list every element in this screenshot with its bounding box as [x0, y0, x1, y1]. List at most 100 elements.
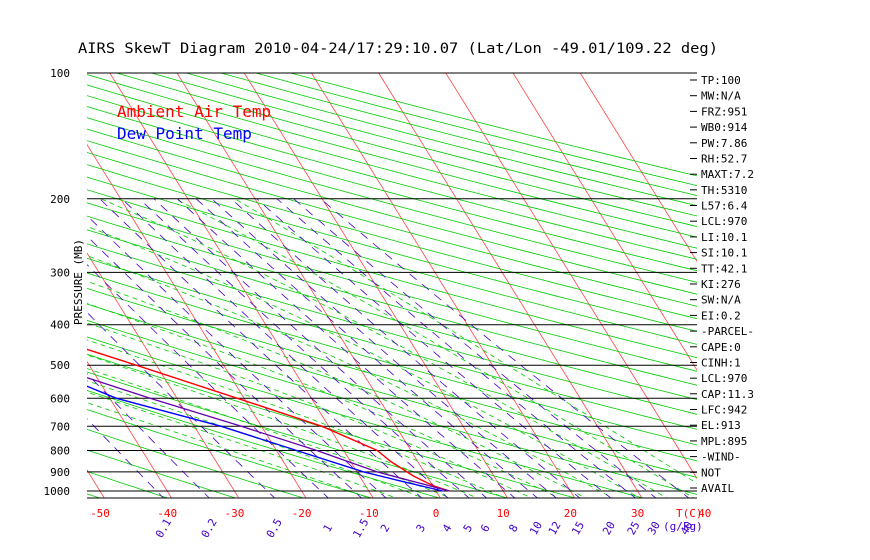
dry-adiabat-line: [87, 287, 697, 462]
dry-adiabat-line: [87, 428, 305, 498]
bottom-temp-tick-label: -20: [292, 507, 312, 520]
isotherm-line: [445, 73, 697, 480]
mixing-ratio-line: [153, 198, 488, 498]
bottom-temp-tick-label: -40: [157, 507, 177, 520]
mixing-ratio-line: [320, 198, 690, 498]
dry-adiabat-line: [87, 84, 697, 249]
mixing-ratio-tick-label: 5: [461, 522, 476, 534]
moist-adiabat-line: [87, 391, 398, 498]
mixing-ratio-tick-label: 15: [569, 519, 587, 537]
index-entry: MPL:895: [701, 435, 747, 448]
dry-adiabat-line: [87, 257, 697, 430]
mixing-ratio-line: [211, 198, 557, 498]
index-entry: LFC:942: [701, 404, 747, 417]
bottom-temp-tick-label: -10: [359, 507, 379, 520]
dry-adiabat-line: [87, 140, 697, 307]
bottom-temp-tick-label: 0: [433, 507, 440, 520]
index-entry: PW:7.86: [701, 137, 747, 150]
index-entry: CAP:11.3: [701, 388, 754, 401]
bottom-temp-tick-label: 20: [564, 507, 577, 520]
moist-adiabat-line: [87, 339, 506, 498]
mixing-ratio-line: [230, 198, 581, 498]
pressure-tick-label: 300: [50, 266, 70, 279]
isotherm-line: [87, 143, 307, 498]
index-entry: FRZ:951: [701, 105, 747, 118]
parcel-line: [87, 376, 450, 492]
index-entry: CINH:1: [701, 357, 741, 370]
y-axis-label: PRESSURE (MB): [72, 239, 85, 325]
bottom-temp-tick-label: 30: [631, 507, 644, 520]
dry-adiabat-line: [87, 243, 697, 415]
legend-dew-point-temp: Dew Point Temp: [117, 124, 252, 143]
index-entry: LCL:970: [701, 372, 747, 385]
dry-adiabat-line: [87, 176, 697, 345]
mixing-ratio-line: [293, 198, 657, 498]
mixing-ratio-tick-label: 6: [478, 522, 493, 534]
moist-adiabat-line: [87, 354, 479, 498]
dry-adiabat-line: [87, 336, 645, 498]
dry-adiabat-line: [87, 319, 697, 495]
dry-adiabat-line: [87, 353, 577, 498]
mixing-ratio-tick-label: 1: [321, 522, 336, 534]
index-entry: AVAIL: [701, 482, 734, 495]
dry-adiabat-line: [87, 117, 697, 283]
moist-adiabat-line: [87, 380, 425, 498]
dry-adiabat-line: [87, 371, 509, 498]
isotherm-line: [109, 73, 374, 498]
bottom-temp-tick-label: 10: [497, 507, 510, 520]
mixing-ratio-line: [87, 373, 210, 498]
legend: Ambient Air Temp Dew Point Temp: [117, 102, 271, 143]
index-entry: KI:276: [701, 278, 741, 291]
index-entry: RH:52.7: [701, 153, 747, 166]
index-entry: MW:N/A: [701, 90, 741, 103]
mixing-ratio-line: [87, 311, 276, 498]
isotherm-line: [176, 73, 441, 498]
pressure-tick-label: 700: [50, 420, 70, 433]
pressure-tick-label: 800: [50, 445, 70, 458]
mixing-ratio-tick-label: 30: [645, 519, 663, 537]
mixing-ratio-tick-label: 12: [546, 519, 564, 537]
dry-adiabat-line: [87, 229, 697, 401]
bottom-temp-tick-label: -50: [90, 507, 110, 520]
isobars: [87, 72, 697, 499]
index-entry: CAPE:0: [701, 341, 741, 354]
index-entry: EI:0.2: [701, 309, 741, 322]
dry-adiabat-line: [87, 106, 697, 272]
mixing-ratio-line: [177, 198, 516, 498]
mixing-ratio-tick-label: 20: [600, 519, 618, 537]
index-entry: WB0:914: [701, 121, 748, 134]
pressure-tick-label: 400: [50, 319, 70, 332]
index-entry: SI:10.1: [701, 247, 747, 260]
dry-adiabat-line: [87, 128, 697, 295]
profiles: [87, 348, 450, 492]
pressure-tick-label: 200: [50, 193, 70, 206]
isotherm-line: [378, 73, 643, 498]
mixing-ratio-line: [99, 198, 423, 498]
dry-adiabat-line: [87, 409, 373, 498]
mixing-ratio-line: [87, 215, 387, 498]
mixing-ratio-line: [87, 235, 363, 498]
dry-adiabat-line: [87, 303, 697, 478]
mixing-ratio-line: [139, 198, 470, 498]
index-entry: TP:100: [701, 74, 741, 87]
mixing-ratio-tick-label: 25: [625, 519, 643, 537]
bottom-temp-tick-label: 40: [698, 507, 711, 520]
mixing-ratio-line: [195, 198, 539, 498]
mixing-ratio-tick-label: 0.5: [264, 516, 285, 540]
pressure-tick-label: 1000: [44, 485, 71, 498]
dry-adiabat-line: [289, 73, 697, 177]
mixing-ratio-unit: (g/kg): [663, 520, 703, 533]
isotherm-line: [579, 73, 697, 263]
axis-labels: 1002003004005006007008009001000PRESSURE …: [44, 67, 712, 540]
moist-adiabat-line: [87, 255, 614, 498]
isotherm-line: [243, 73, 508, 498]
dry-adiabat-line: [87, 449, 237, 498]
dry-adiabat-line: [87, 272, 697, 446]
dewpoint-line: [87, 385, 443, 492]
dry-adiabat-line: [87, 202, 697, 372]
index-list: TP:100 MW:N/A FRZ:951 WB0:914 PW:7.86 RH:52.7…: [690, 74, 754, 495]
mixing-ratio-tick-label: 2: [378, 522, 393, 534]
mixing-ratio-line: [276, 198, 637, 498]
mixing-ratio-line: [121, 198, 449, 498]
